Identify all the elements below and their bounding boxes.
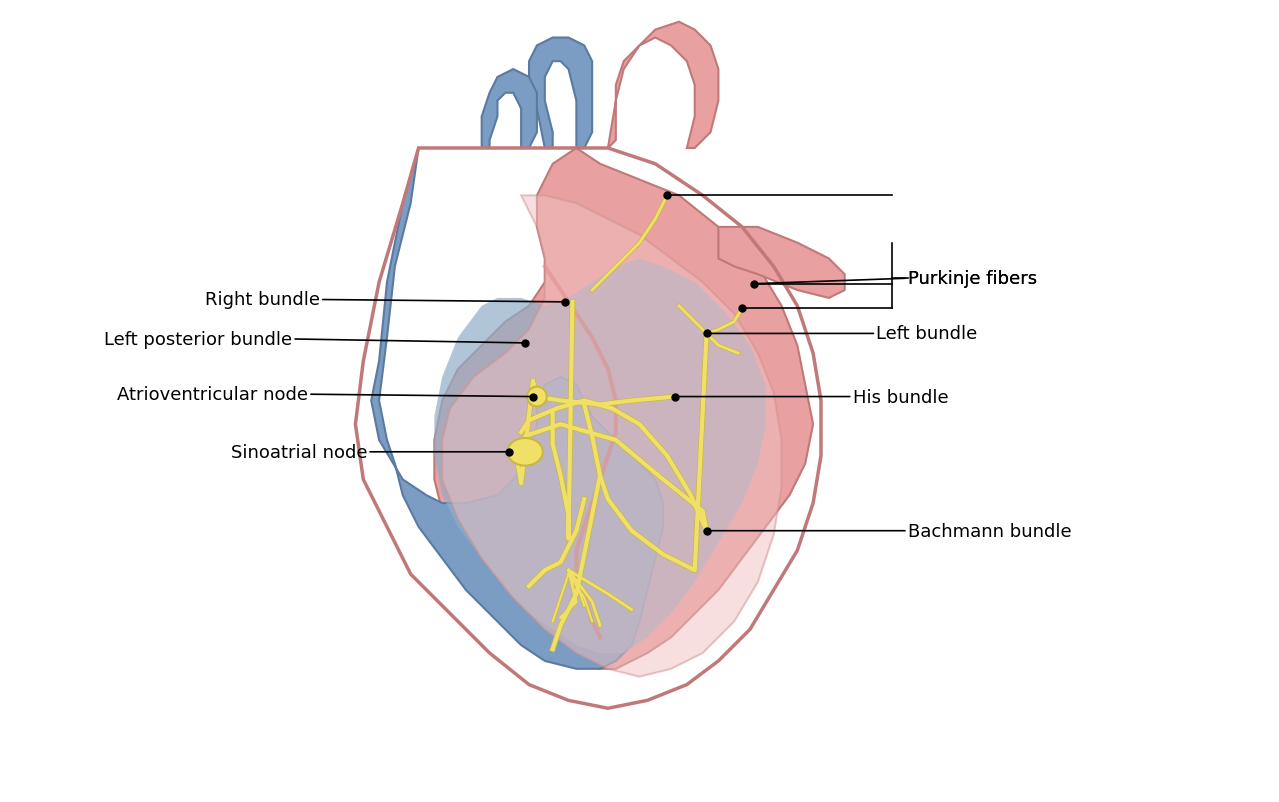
Text: Purkinje fibers: Purkinje fibers	[908, 269, 1037, 288]
Polygon shape	[719, 228, 844, 298]
Polygon shape	[530, 38, 592, 149]
Text: Purkinje fibers: Purkinje fibers	[908, 269, 1037, 288]
Polygon shape	[608, 22, 719, 149]
Ellipse shape	[527, 387, 547, 407]
Text: Atrioventricular node: Atrioventricular node	[118, 386, 308, 403]
Polygon shape	[435, 259, 766, 653]
Text: His bundle: His bundle	[853, 388, 948, 406]
Text: Left bundle: Left bundle	[876, 325, 977, 343]
Text: Left posterior bundle: Left posterior bundle	[104, 330, 293, 349]
Text: Right bundle: Right bundle	[205, 291, 320, 309]
Ellipse shape	[508, 439, 542, 466]
Text: Bachmann bundle: Bachmann bundle	[908, 522, 1072, 540]
Polygon shape	[482, 70, 537, 149]
Text: Sinoatrial node: Sinoatrial node	[230, 444, 367, 461]
Polygon shape	[371, 149, 664, 669]
Polygon shape	[443, 196, 781, 677]
Polygon shape	[435, 149, 813, 669]
